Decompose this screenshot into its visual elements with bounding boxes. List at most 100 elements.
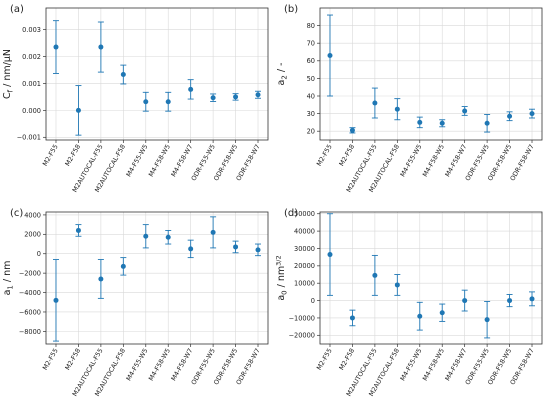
y-tick-label: 2000 [24, 231, 41, 239]
y-tick-label: 20 [307, 128, 315, 136]
data-point [165, 234, 171, 240]
y-tick-label: 50 [307, 75, 315, 83]
data-point [529, 296, 535, 302]
data-point [233, 94, 239, 100]
x-tick-label: M4-F58-W5 [147, 347, 172, 382]
plot-area [45, 211, 269, 345]
x-tick-label: M4-F58-W5 [421, 347, 446, 382]
y-tick-label: −2000 [19, 270, 41, 278]
y-axis-label: a0 / nm3/2 [275, 255, 289, 300]
x-tick-label: M4-F58-W7 [169, 347, 194, 382]
x-tick-label: M2-F58 [337, 347, 356, 372]
data-point [53, 297, 59, 303]
panel-a: (a) −0.001 0.000 0.001 0.002 0.003 M2-F55 M2-F5… [2, 4, 269, 194]
x-tick-label: M2-F55 [41, 143, 60, 168]
plot-area [319, 7, 543, 141]
x-tick-label: M2-F58 [337, 143, 356, 168]
y-tick-label: 40000 [294, 228, 315, 236]
x-tick-label: ODR-F58-W7 [234, 347, 261, 386]
data-point [507, 113, 513, 119]
data-point [394, 282, 400, 288]
y-axis-label: a1 / nm [2, 261, 15, 296]
panel-c: (c) −8000 −6000 −4000 −2000 0 2000 4000 M2-F55 M2… [2, 208, 269, 398]
y-tick-label: −10000 [288, 314, 315, 322]
plot-area [45, 7, 269, 141]
data-point [439, 310, 445, 316]
y-tick-label: 30000 [294, 245, 315, 253]
data-point [327, 53, 333, 59]
data-point [484, 120, 490, 126]
panel-label: (d) [284, 208, 298, 219]
x-tick-label: M4-F58-W5 [421, 143, 446, 178]
x-tick-label: M2-F55 [315, 347, 334, 372]
y-tick-label: 30 [307, 110, 315, 118]
panel-label: (a) [10, 4, 24, 15]
data-point [143, 233, 149, 239]
data-point [53, 44, 59, 50]
data-point [255, 247, 261, 253]
y-axis-label: Cf / nm/μN [2, 49, 15, 99]
x-tick-label: M2-F55 [41, 347, 60, 372]
data-point [210, 95, 216, 101]
y-tick-label: 10000 [294, 280, 315, 288]
y-tick-label: 0.000 [22, 107, 41, 115]
y-tick-label: 60 [307, 57, 315, 65]
y-tick-label: 0 [311, 297, 315, 305]
x-tick-label: ODR-F58-W7 [508, 347, 535, 386]
data-point [439, 120, 445, 126]
data-point [98, 276, 104, 282]
x-tick-label: M4-F55-W5 [399, 347, 424, 382]
y-tick-label: 0.002 [22, 53, 41, 61]
y-tick-label: 20000 [294, 262, 315, 270]
y-tick-label: −20000 [288, 332, 315, 340]
data-point [529, 111, 535, 117]
data-point [372, 272, 378, 278]
data-point [75, 227, 81, 233]
y-tick-label: 0.003 [22, 26, 41, 34]
x-tick-label: M4-F58-W7 [169, 143, 194, 178]
x-tick-label: M4-F58-W5 [147, 143, 172, 178]
data-point [255, 92, 261, 98]
data-point [417, 313, 423, 319]
panel-d: (d) −20000 −10000 0 10000 20000 30000 40000 5000… [275, 208, 543, 398]
data-point [188, 246, 194, 252]
data-point [327, 252, 333, 258]
x-tick-label: M2-F55 [315, 143, 334, 168]
data-point [349, 315, 355, 321]
data-point [75, 107, 81, 113]
y-axis-label: a2 / - [276, 63, 289, 86]
y-tick-label: 70 [307, 40, 315, 48]
y-tick-label: 50000 [294, 210, 315, 218]
data-point [372, 100, 378, 106]
data-point [98, 44, 104, 50]
data-point [484, 317, 490, 323]
y-tick-label: 40 [307, 92, 315, 100]
data-point [462, 298, 468, 304]
plot-area [319, 211, 543, 345]
x-tick-label: M4-F55-W5 [125, 347, 150, 382]
y-tick-label: −4000 [19, 289, 41, 297]
y-tick-label: 80 [307, 22, 315, 30]
y-tick-label: −0.001 [17, 134, 41, 142]
panel-label: (b) [284, 4, 298, 15]
data-point [120, 263, 126, 269]
panel-label: (c) [10, 208, 23, 219]
data-point [394, 106, 400, 112]
data-point [507, 298, 513, 304]
x-tick-label: ODR-F58-W7 [234, 143, 261, 182]
data-point [165, 99, 171, 105]
y-tick-label: −8000 [19, 328, 41, 336]
x-tick-label: M2-F58 [63, 143, 82, 168]
y-tick-label: −6000 [19, 308, 41, 316]
y-tick-label: 0 [37, 250, 41, 258]
x-tick-label: M2-F58 [63, 347, 82, 372]
x-tick-label: M4-F55-W5 [399, 143, 424, 178]
data-point [120, 72, 126, 78]
x-tick-label: ODR-F58-W7 [508, 143, 535, 182]
y-tick-label: 0.001 [22, 80, 41, 88]
data-point [143, 99, 149, 105]
data-point [233, 244, 239, 250]
x-tick-label: M4-F58-W7 [443, 347, 468, 382]
